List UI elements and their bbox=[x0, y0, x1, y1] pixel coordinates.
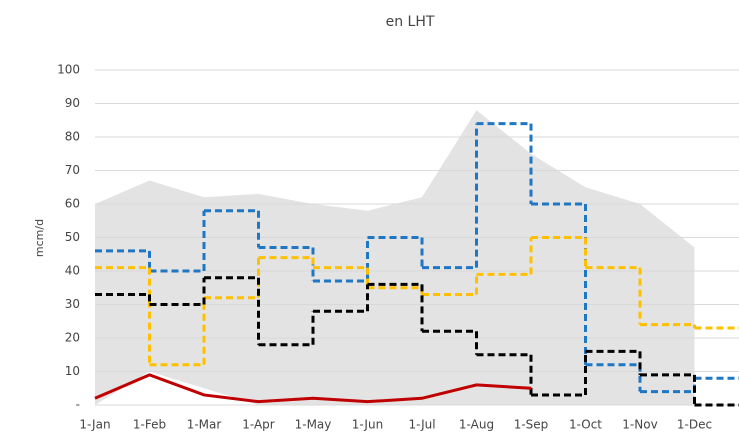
x-tick-label: 1-Mar bbox=[187, 418, 222, 432]
y-tick-label: 70 bbox=[65, 163, 80, 177]
x-tick-label: 1-Jan bbox=[79, 418, 110, 432]
line bbox=[94, 373, 532, 404]
x-tick-label: 1-Jul bbox=[408, 418, 435, 432]
y-tick-label: 10 bbox=[65, 364, 80, 378]
x-tick-label: 1-Feb bbox=[133, 418, 166, 432]
x-tick-label: 1-May bbox=[295, 418, 332, 432]
y-tick-label: 40 bbox=[65, 264, 80, 278]
y-tick-label: - bbox=[76, 398, 80, 412]
y-tick-label: 60 bbox=[65, 197, 80, 211]
x-tick-label: 1-Aug bbox=[459, 418, 494, 432]
y-axis-label: mcm/d bbox=[33, 219, 46, 257]
x-tick-label: 1-Sep bbox=[514, 418, 549, 432]
y-tick-label: 80 bbox=[65, 130, 80, 144]
y-tick-label: 20 bbox=[65, 331, 80, 345]
y-tick-label: 100 bbox=[57, 63, 80, 77]
y-tick-label: 90 bbox=[65, 96, 80, 110]
x-tick-label: 1-Jun bbox=[352, 418, 383, 432]
range-area bbox=[95, 110, 695, 405]
y-tick-label: 50 bbox=[65, 230, 80, 244]
x-tick-label: 1-Nov bbox=[622, 418, 657, 432]
x-tick-label: 1-Oct bbox=[569, 418, 602, 432]
x-tick-label: 1-Apr bbox=[242, 418, 275, 432]
y-tick-label: 30 bbox=[65, 297, 80, 311]
x-tick-label: 1-Dec bbox=[677, 418, 712, 432]
chart-title: en LHT bbox=[386, 14, 435, 30]
